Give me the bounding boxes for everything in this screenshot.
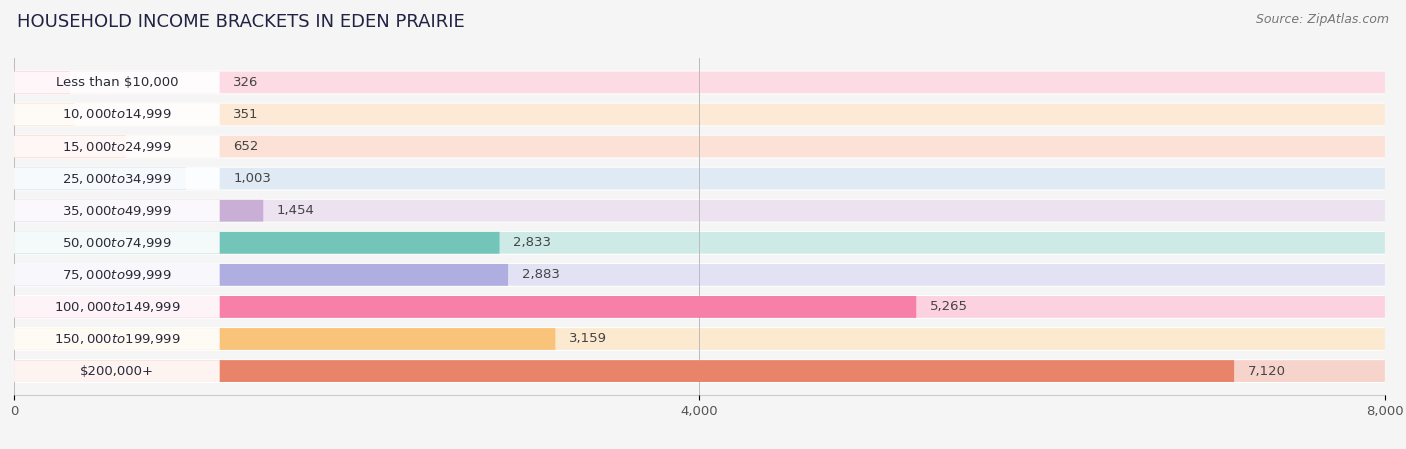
Text: 2,833: 2,833 — [513, 236, 551, 249]
Text: 5,265: 5,265 — [929, 300, 967, 313]
FancyBboxPatch shape — [14, 231, 1385, 255]
FancyBboxPatch shape — [14, 232, 1385, 254]
FancyBboxPatch shape — [14, 200, 263, 222]
Text: Less than $10,000: Less than $10,000 — [56, 76, 179, 89]
FancyBboxPatch shape — [14, 328, 555, 350]
FancyBboxPatch shape — [14, 168, 1385, 189]
FancyBboxPatch shape — [14, 264, 508, 286]
FancyBboxPatch shape — [14, 200, 219, 222]
Text: $100,000 to $149,999: $100,000 to $149,999 — [53, 300, 180, 314]
FancyBboxPatch shape — [14, 296, 917, 318]
FancyBboxPatch shape — [14, 104, 75, 125]
FancyBboxPatch shape — [14, 136, 1385, 158]
FancyBboxPatch shape — [14, 263, 1385, 287]
FancyBboxPatch shape — [14, 70, 1385, 94]
Text: 3,159: 3,159 — [569, 333, 607, 345]
Text: $200,000+: $200,000+ — [80, 365, 153, 378]
FancyBboxPatch shape — [14, 296, 1385, 318]
Text: 652: 652 — [233, 140, 259, 153]
Text: 1,003: 1,003 — [233, 172, 271, 185]
FancyBboxPatch shape — [14, 328, 1385, 350]
FancyBboxPatch shape — [14, 71, 1385, 93]
FancyBboxPatch shape — [14, 71, 70, 93]
Text: 351: 351 — [233, 108, 259, 121]
FancyBboxPatch shape — [14, 328, 219, 350]
FancyBboxPatch shape — [14, 103, 1385, 126]
FancyBboxPatch shape — [14, 167, 1385, 190]
Text: $150,000 to $199,999: $150,000 to $199,999 — [53, 332, 180, 346]
FancyBboxPatch shape — [14, 232, 219, 254]
Text: $35,000 to $49,999: $35,000 to $49,999 — [62, 204, 172, 218]
Text: 7,120: 7,120 — [1249, 365, 1286, 378]
Text: HOUSEHOLD INCOME BRACKETS IN EDEN PRAIRIE: HOUSEHOLD INCOME BRACKETS IN EDEN PRAIRI… — [17, 13, 464, 31]
FancyBboxPatch shape — [14, 296, 219, 318]
Text: 2,883: 2,883 — [522, 269, 560, 282]
FancyBboxPatch shape — [14, 104, 219, 125]
Text: Source: ZipAtlas.com: Source: ZipAtlas.com — [1256, 13, 1389, 26]
Text: $50,000 to $74,999: $50,000 to $74,999 — [62, 236, 172, 250]
Text: 326: 326 — [233, 76, 259, 89]
FancyBboxPatch shape — [14, 136, 219, 158]
FancyBboxPatch shape — [14, 295, 1385, 319]
FancyBboxPatch shape — [14, 264, 219, 286]
FancyBboxPatch shape — [14, 168, 219, 189]
FancyBboxPatch shape — [14, 327, 1385, 351]
FancyBboxPatch shape — [14, 232, 499, 254]
Text: $75,000 to $99,999: $75,000 to $99,999 — [62, 268, 172, 282]
FancyBboxPatch shape — [14, 264, 1385, 286]
FancyBboxPatch shape — [14, 360, 1234, 382]
FancyBboxPatch shape — [14, 135, 1385, 158]
Text: $15,000 to $24,999: $15,000 to $24,999 — [62, 140, 172, 154]
FancyBboxPatch shape — [14, 104, 1385, 125]
FancyBboxPatch shape — [14, 360, 219, 382]
FancyBboxPatch shape — [14, 360, 1385, 382]
Text: 1,454: 1,454 — [277, 204, 315, 217]
Text: $10,000 to $14,999: $10,000 to $14,999 — [62, 107, 172, 122]
FancyBboxPatch shape — [14, 359, 1385, 383]
FancyBboxPatch shape — [14, 199, 1385, 223]
Text: $25,000 to $34,999: $25,000 to $34,999 — [62, 172, 172, 185]
FancyBboxPatch shape — [14, 168, 186, 189]
FancyBboxPatch shape — [14, 71, 219, 93]
FancyBboxPatch shape — [14, 200, 1385, 222]
FancyBboxPatch shape — [14, 136, 125, 158]
